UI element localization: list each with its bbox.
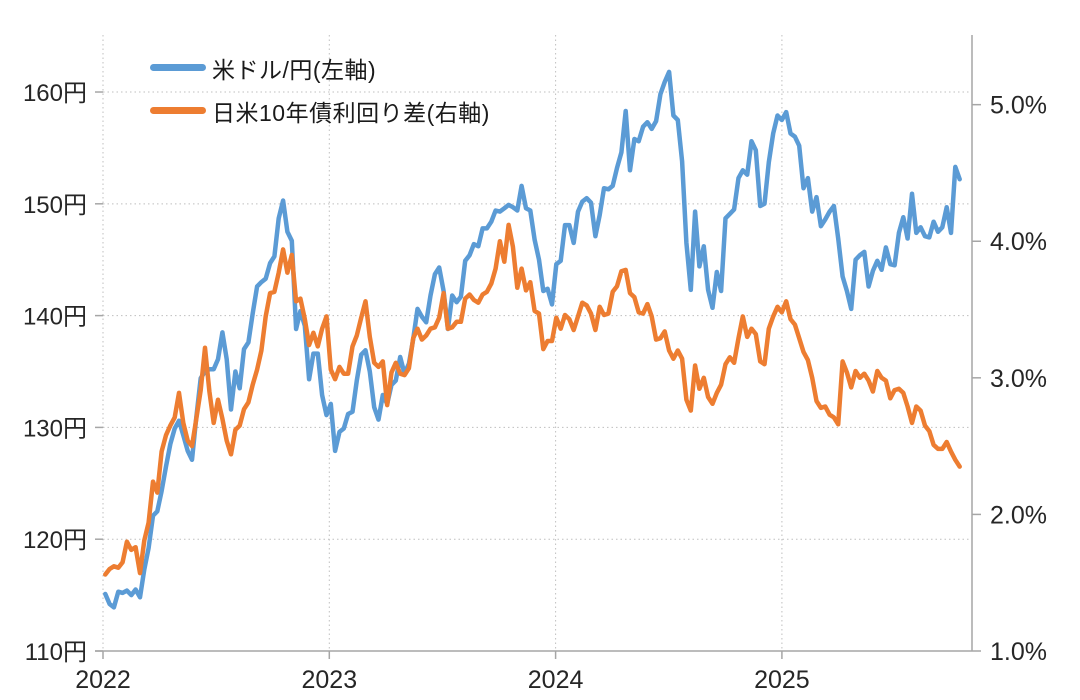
legend-item-usdjpy: 米ドル/円(左軸) [150, 54, 490, 83]
left-axis-label: 150円 [23, 192, 87, 219]
legend-label-yield-spread: 日米10年債利回り差(右軸) [212, 99, 490, 126]
x-axis-label: 2023 [301, 666, 357, 694]
left-axis-label: 160円 [23, 80, 87, 107]
usdjpy-line-swatch [150, 64, 206, 71]
x-axis-label: 2022 [75, 666, 131, 694]
legend-label-usdjpy: 米ドル/円(左軸) [212, 56, 377, 83]
usdjpy-line [103, 69, 962, 610]
yield-spread-line [103, 222, 962, 577]
yield-spread-line-swatch [150, 107, 206, 114]
left-axis-label: 120円 [23, 527, 87, 554]
legend-item-yield-spread: 日米10年債利回り差(右軸) [150, 97, 490, 126]
right-axis-label: 2.0% [990, 501, 1047, 529]
left-axis-label: 140円 [23, 304, 87, 331]
left-axis-label: 110円 [25, 639, 87, 666]
chart-legend: 米ドル/円(左軸) 日米10年債利回り差(右軸) [150, 54, 490, 126]
right-axis-label: 1.0% [990, 638, 1047, 666]
right-axis-label: 5.0% [990, 92, 1047, 120]
left-axis-label: 130円 [23, 415, 87, 442]
x-axis-label: 2024 [528, 666, 584, 694]
right-axis-label: 3.0% [990, 365, 1047, 393]
x-axis-label: 2025 [754, 666, 810, 694]
right-axis-label: 4.0% [990, 228, 1047, 256]
